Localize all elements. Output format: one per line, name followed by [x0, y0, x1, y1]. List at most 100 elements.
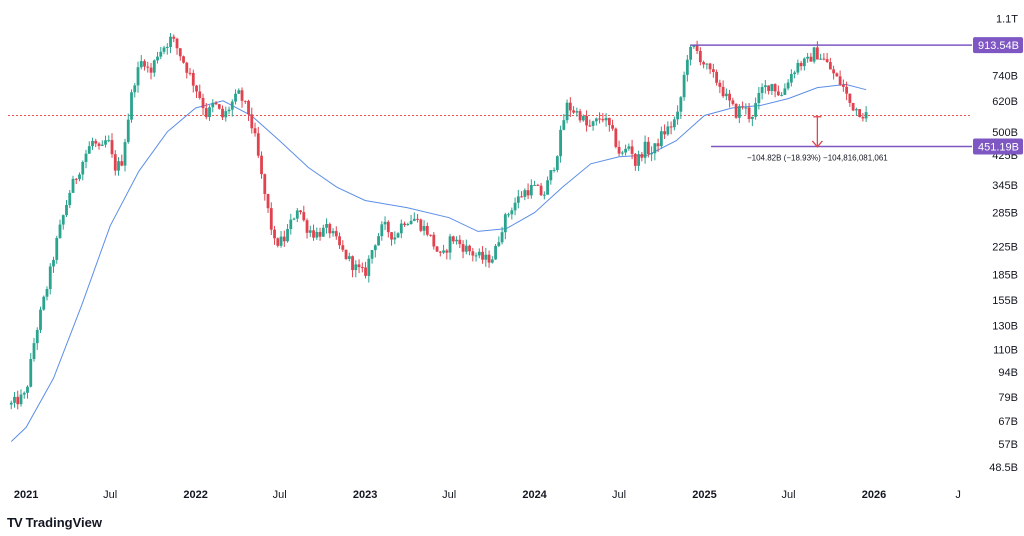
measure-tool[interactable]: −104.82B (−18.93%) −104,816,081,061: [747, 116, 888, 163]
candle-body: [487, 254, 491, 263]
candle-body: [435, 246, 439, 252]
candle-body: [55, 237, 59, 260]
candle-body: [364, 267, 367, 276]
y-tick-label: 67B: [998, 416, 1018, 428]
x-axis[interactable]: 2021 Jul 2022 Jul 2023 Jul 2024 Jul 2025 Jul 2026 J: [14, 489, 961, 501]
candle-body: [152, 60, 156, 73]
candle-body: [685, 59, 689, 75]
candle-body: [656, 143, 660, 147]
candle-body: [357, 264, 361, 268]
candle-body: [100, 144, 104, 146]
candle-body: [539, 185, 543, 196]
candle-body: [676, 111, 679, 120]
candle-body: [640, 154, 644, 158]
candle-body: [39, 309, 42, 330]
candle-body: [669, 126, 673, 128]
y-tick-label: 285B: [992, 208, 1018, 220]
candle-body: [793, 72, 797, 75]
candle-body: [146, 66, 150, 68]
candle-body: [19, 394, 23, 405]
x-tick-label: 2024: [522, 489, 547, 501]
candle-body: [256, 133, 260, 156]
candle-body: [149, 67, 153, 73]
candle-body: [48, 266, 52, 289]
moving-average-line: [10, 83, 867, 442]
candle-body: [773, 84, 777, 92]
candle-body: [211, 102, 215, 108]
candle-body: [87, 146, 91, 154]
candle-body: [422, 225, 426, 231]
candle-body: [737, 106, 741, 118]
candle-body: [351, 256, 354, 271]
candle-body: [169, 36, 172, 48]
candle-body: [107, 140, 111, 142]
candle-body: [279, 236, 283, 246]
tradingview-brand[interactable]: TV TradingView: [7, 515, 102, 530]
candle-body: [29, 358, 33, 387]
candle-body: [679, 97, 683, 112]
candle-body: [113, 154, 117, 171]
candle-body: [802, 58, 806, 67]
candle-body: [643, 141, 647, 158]
candle-body: [672, 119, 676, 128]
candle-body: [799, 63, 803, 67]
candle-body: [273, 229, 276, 239]
candle-body: [52, 259, 55, 267]
candle-body: [110, 140, 114, 155]
candle-body: [653, 143, 657, 154]
candle-body: [614, 128, 618, 147]
candle-body: [695, 44, 699, 51]
candle-body: [276, 238, 280, 246]
candle-body: [126, 119, 130, 143]
candle-body: [432, 234, 436, 247]
candle-body: [91, 140, 94, 147]
candle-body: [481, 251, 484, 260]
candle-body: [851, 102, 855, 111]
candle-body: [71, 178, 75, 193]
candle-body: [390, 232, 393, 240]
candle-body: [318, 231, 322, 237]
candle-body: [825, 59, 829, 63]
candle-body: [393, 237, 397, 240]
candle-body: [838, 76, 842, 85]
candle-body: [750, 116, 754, 120]
candle-body: [455, 239, 458, 242]
candle-body: [315, 231, 319, 238]
y-tick-label: 620B: [992, 96, 1018, 108]
x-tick-label: 2021: [14, 489, 38, 501]
candle-body: [568, 102, 572, 111]
candle-body: [832, 69, 836, 74]
candle-body: [214, 102, 218, 105]
candle-body: [728, 93, 732, 101]
candle-body: [370, 250, 374, 259]
candle-body: [380, 224, 384, 237]
candle-body: [620, 152, 624, 154]
candle-body: [266, 193, 270, 209]
candle-body: [581, 116, 585, 121]
y-tick-label: 155B: [992, 295, 1018, 307]
candle-body: [510, 210, 514, 215]
candle-body: [822, 58, 826, 60]
candle-body: [406, 224, 410, 226]
candle-body: [763, 85, 767, 88]
measure-label: −104.82B (−18.93%) −104,816,081,061: [747, 154, 888, 163]
candle-body: [858, 109, 862, 118]
bottom-level-badge: 451.19B: [973, 138, 1023, 155]
candle-body: [201, 97, 205, 109]
candle-body: [783, 88, 787, 95]
candle-body: [84, 153, 88, 163]
candle-body: [282, 236, 286, 242]
candle-body: [78, 174, 81, 180]
candle-body: [81, 162, 85, 175]
candle-body: [770, 84, 774, 92]
candle-body: [705, 63, 709, 65]
candle-body: [760, 87, 764, 93]
candle-body: [659, 131, 663, 147]
y-axis[interactable]: 1.1T740B620B500B425B345B285B225B185B155B…: [989, 13, 1018, 474]
candle-body: [325, 223, 328, 228]
candle-body: [120, 161, 124, 166]
candle-body: [633, 153, 637, 166]
candle-body: [744, 107, 748, 109]
candle-body: [412, 218, 416, 221]
